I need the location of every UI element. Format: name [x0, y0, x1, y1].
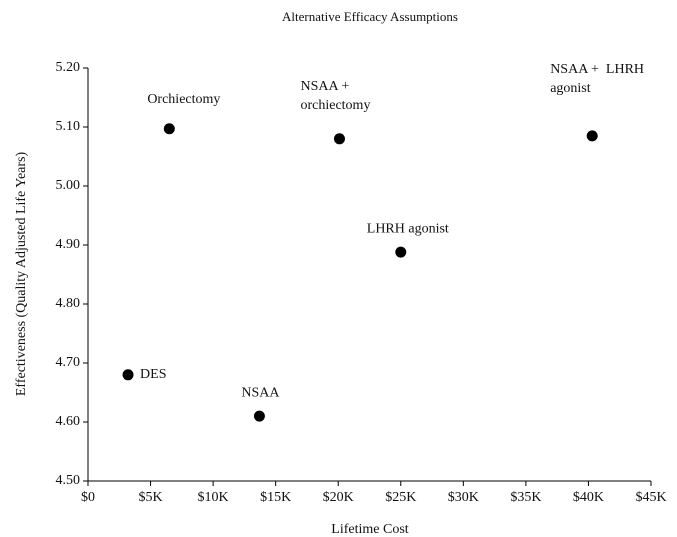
- x-tick-label: $20K: [323, 490, 354, 505]
- y-tick-label: 5.20: [56, 60, 81, 75]
- point-label: orchiectomy: [300, 98, 370, 113]
- point-label: NSAA + LHRH: [550, 62, 644, 77]
- y-tick-label: 5.00: [56, 178, 81, 193]
- point-label: NSAA: [241, 385, 280, 400]
- point: [395, 246, 407, 258]
- y-axis-label: Effectiveness (Quality Adjusted Life Yea…: [14, 152, 29, 397]
- point-label: agonist: [550, 81, 591, 96]
- x-tick-label: $10K: [198, 490, 229, 505]
- point: [122, 369, 134, 381]
- x-axis-label: Lifetime Cost: [331, 522, 408, 537]
- y-tick-label: 4.70: [56, 355, 81, 370]
- x-tick-label: $0: [81, 490, 95, 505]
- point: [333, 133, 345, 145]
- x-tick-label: $40K: [573, 490, 604, 505]
- point-label: Orchiectomy: [147, 92, 220, 107]
- point: [253, 410, 265, 422]
- chart-title: Alternative Efficacy Assumptions: [282, 9, 458, 24]
- y-tick-label: 5.10: [56, 119, 81, 134]
- x-tick-label: $30K: [448, 490, 479, 505]
- x-tick-label: $35K: [510, 490, 541, 505]
- y-tick-label: 4.60: [56, 414, 81, 429]
- point-label: NSAA +: [300, 79, 349, 94]
- x-tick-label: $15K: [260, 490, 291, 505]
- point: [586, 130, 598, 142]
- point-label: DES: [140, 367, 166, 382]
- y-tick-label: 4.80: [56, 296, 81, 311]
- y-tick-label: 4.50: [56, 473, 81, 488]
- x-tick-label: $25K: [385, 490, 416, 505]
- y-tick-label: 4.90: [56, 237, 81, 252]
- point: [163, 123, 175, 135]
- x-tick-label: $5K: [138, 490, 162, 505]
- point-label: LHRH agonist: [367, 221, 449, 236]
- x-tick-label: $45K: [635, 490, 666, 505]
